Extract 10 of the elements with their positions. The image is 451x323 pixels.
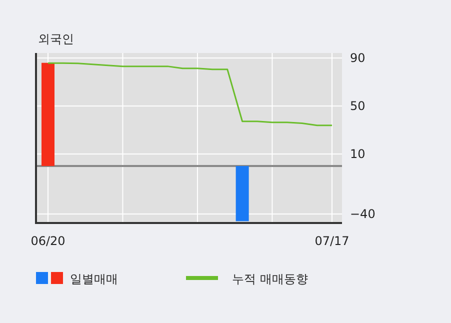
x-tick-label: 06/20 (30, 234, 66, 248)
line-series (47, 62, 333, 126)
legend-label: 일별매매 (70, 272, 118, 286)
y-tick-label: 90 (350, 51, 366, 66)
y-tick-label: −40 (350, 207, 376, 221)
x-tick-label: 07/17 (314, 234, 350, 248)
y-tick-label: 10 (350, 147, 366, 162)
chart-title: 외국인 (38, 32, 74, 46)
legend-label: 누적 매매동향 (232, 272, 308, 286)
y-tick-label: 50 (350, 99, 366, 114)
